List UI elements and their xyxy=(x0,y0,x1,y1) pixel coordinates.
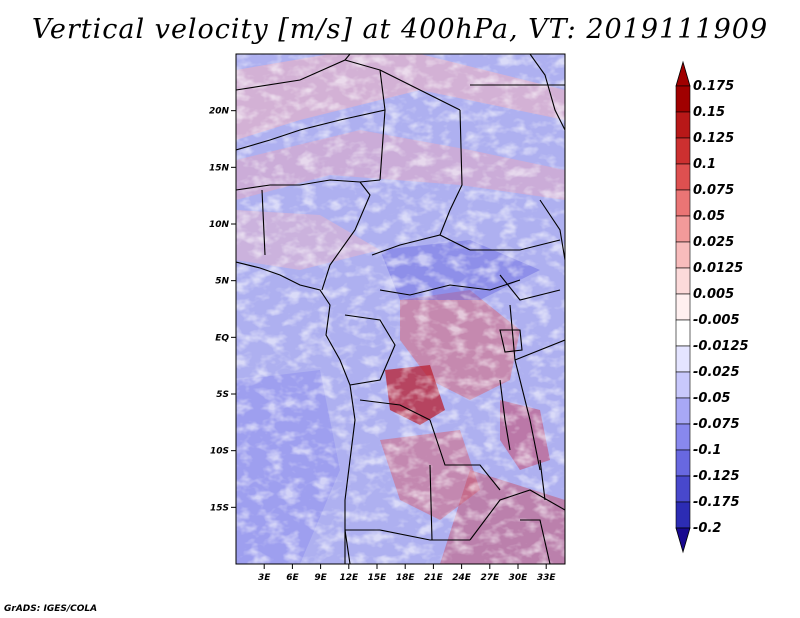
lon-tick-label: 15E xyxy=(368,573,388,583)
colorbar-label: -0.05 xyxy=(693,391,730,406)
colorbar-segment xyxy=(675,189,691,217)
colorbar-label: 0.175 xyxy=(693,79,734,94)
boundary-sudan-south xyxy=(470,239,561,251)
lon-tick-label: 21E xyxy=(424,573,444,583)
lon-tick-label: 6E xyxy=(286,573,299,583)
lat-tick-label: EQ xyxy=(215,333,229,343)
colorbar-label: 0.15 xyxy=(693,105,725,120)
colorbar-label: 0.125 xyxy=(693,131,734,146)
map-frame xyxy=(235,53,566,565)
boundary-nigeria-cameroon xyxy=(321,181,371,291)
colorbar-segment xyxy=(675,215,691,243)
colorbar-segment xyxy=(675,423,691,451)
colorbar-label: -0.125 xyxy=(693,469,740,484)
colorbar-top-arrow xyxy=(675,60,691,87)
boundaries xyxy=(236,54,565,564)
lat-tick-label: 10N xyxy=(209,220,230,230)
coastline-gulf-of-guinea xyxy=(236,261,356,564)
colorbar-label: 0.1 xyxy=(693,157,716,172)
grads-credit: GrADS: IGES/COLA xyxy=(4,604,98,614)
lon-tick-label: 27E xyxy=(480,573,500,583)
colorbar-segment xyxy=(675,85,691,113)
boundary-angola-zambia xyxy=(429,464,433,541)
boundary-angola-south xyxy=(345,529,470,541)
boundary-congo xyxy=(344,314,396,386)
map-axes: 3E 6E 9E 12E 15E 18E 21E 24E 27E 30E 33E 20N 15N 10N 5… xyxy=(209,107,556,583)
boundary-chad-sudan xyxy=(439,109,463,236)
colorbar-label: 0.05 xyxy=(693,209,725,224)
lat-tick-label: 5N xyxy=(215,277,229,287)
colorbar-label: 0.0125 xyxy=(693,261,743,276)
boundary-car-drc xyxy=(379,279,521,296)
lon-tick-label: 33E xyxy=(537,573,557,583)
lake-victoria xyxy=(499,329,523,353)
boundary-niger-north xyxy=(344,59,386,181)
colorbar-segment xyxy=(675,449,691,477)
lat-tick-label: 10S xyxy=(210,447,229,457)
boundary-drc-east xyxy=(509,304,541,471)
boundary-zambia xyxy=(469,489,565,541)
boundary-drc-angola xyxy=(359,399,501,491)
colorbar-segment xyxy=(675,111,691,139)
colorbar-segment xyxy=(675,163,691,191)
colorbar-label: -0.005 xyxy=(693,313,740,328)
red-sea-coast xyxy=(529,54,565,131)
colorbar-segment xyxy=(675,319,691,347)
colorbar-label: -0.175 xyxy=(693,495,740,510)
colorbar-label: -0.0125 xyxy=(693,339,749,354)
velocity-field xyxy=(236,54,565,564)
lat-tick-label: 15S xyxy=(210,503,229,513)
boundary-algeria-east xyxy=(236,54,351,91)
colorbar-label: 0.025 xyxy=(693,235,734,250)
lon-tick-label: 9E xyxy=(314,573,327,583)
colorbar-segment xyxy=(675,345,691,373)
lat-tick-label: 15N xyxy=(209,163,230,173)
boundary-libya-chad xyxy=(379,69,461,111)
colorbar-segment xyxy=(675,501,691,529)
lat-tick-label: 20N xyxy=(209,107,230,117)
boundary-south-sudan xyxy=(499,274,561,301)
boundary-namibia xyxy=(344,529,351,564)
colorbar-label: -0.025 xyxy=(693,365,740,380)
colorbar-segment xyxy=(675,293,691,321)
colorbar-segment xyxy=(675,267,691,295)
colorbar: 0.175 0.15 0.125 0.1 0.075 0.05 0.025 0.0125 0.0… xyxy=(675,60,749,554)
lon-tick-label: 3E xyxy=(258,573,271,583)
boundary-niger-nigeria xyxy=(236,179,381,191)
colorbar-label: 0.005 xyxy=(693,287,734,302)
lat-tick-label: 5S xyxy=(216,390,229,400)
boundary-chad-car xyxy=(371,234,471,256)
colorbar-segment xyxy=(675,137,691,165)
boundary-ethiopia xyxy=(539,199,565,261)
colorbar-segment xyxy=(675,371,691,399)
colorbar-segment xyxy=(675,397,691,425)
boundary-benin xyxy=(261,189,266,256)
boundary-mozambique xyxy=(520,519,551,564)
field-texture xyxy=(236,54,565,564)
lon-tick-label: 18E xyxy=(396,573,416,583)
colorbar-label: -0.2 xyxy=(693,521,721,536)
lake-malawi xyxy=(539,459,546,501)
lon-tick-label: 30E xyxy=(509,573,529,583)
boundary-tanzania xyxy=(514,339,565,361)
lon-tick-label: 12E xyxy=(339,573,359,583)
lon-tick-label: 24E xyxy=(452,573,472,583)
boundary-mali xyxy=(236,109,386,151)
map-title: Vertical velocity [m/s] at 400hPa, VT: 2… xyxy=(31,14,769,45)
colorbar-segment xyxy=(675,241,691,269)
colorbar-bottom-arrow xyxy=(675,527,691,554)
colorbar-segment xyxy=(675,475,691,503)
colorbar-label: 0.075 xyxy=(693,183,734,198)
colorbar-label: -0.075 xyxy=(693,417,740,432)
lake-tanganyika xyxy=(499,379,511,451)
colorbar-label: -0.1 xyxy=(693,443,721,458)
